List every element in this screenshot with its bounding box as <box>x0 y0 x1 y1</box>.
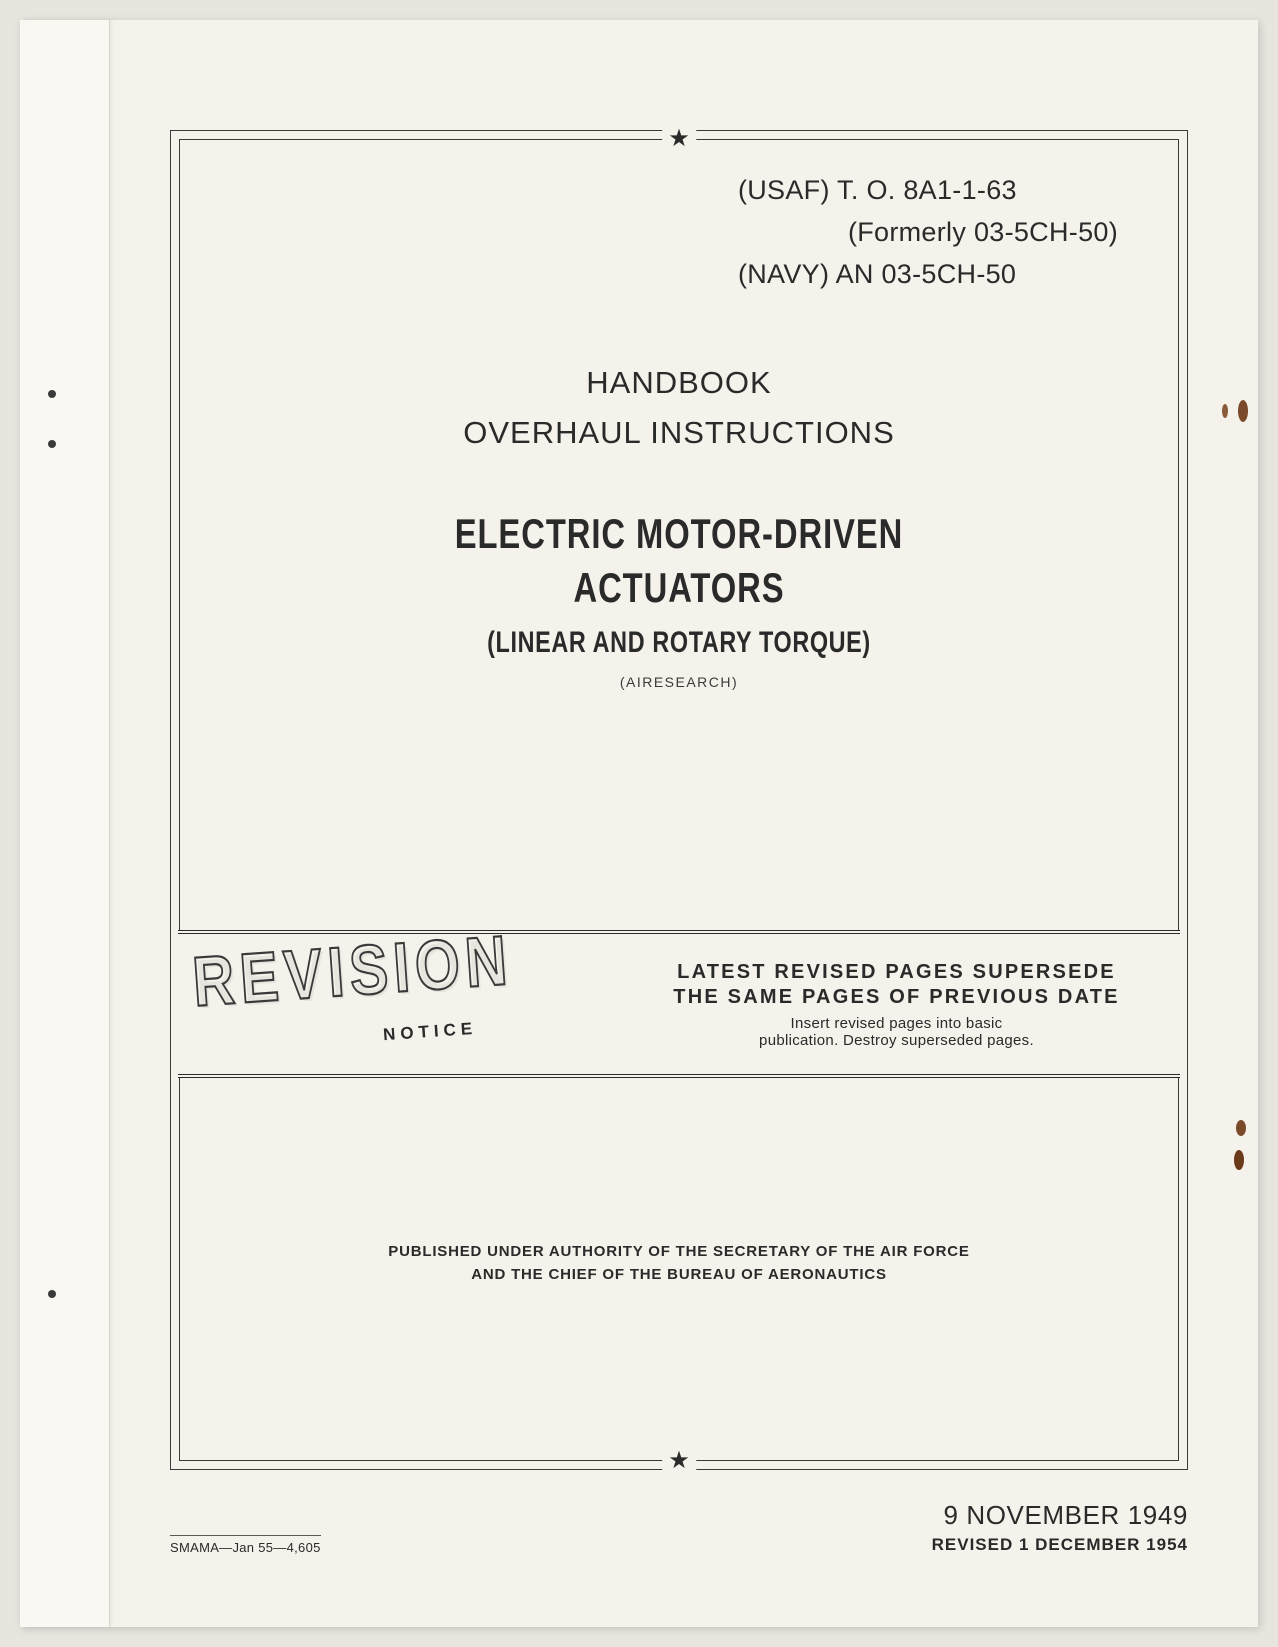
title-block: ELECTRIC MOTOR-DRIVEN ACTUATORS (LINEAR … <box>180 510 1178 690</box>
manufacturer: (AIRESEARCH) <box>180 674 1178 690</box>
revision-stamp: REVISION NOTICE <box>193 950 653 1060</box>
revision-text: LATEST REVISED PAGES SUPERSEDE THE SAME … <box>653 961 1140 1049</box>
revision-word: REVISION <box>190 920 515 1022</box>
revision-band-inner: REVISION NOTICE LATEST REVISED PAGES SUP… <box>178 950 1180 1060</box>
revision-text-3: Insert revised pages into basic <box>653 1015 1140 1032</box>
star-bottom: ★ <box>662 1449 696 1473</box>
scanned-page: ★ ★ (USAF) T. O. 8A1-1-63 (Formerly 03-5… <box>20 20 1258 1627</box>
star-top: ★ <box>662 127 696 151</box>
revision-text-2: THE SAME PAGES OF PREVIOUS DATE <box>653 986 1140 1009</box>
footer: SMAMA—Jan 55—4,605 9 NOVEMBER 1949 REVIS… <box>170 1500 1188 1555</box>
document-identifiers: (USAF) T. O. 8A1-1-63 (Formerly 03-5CH-5… <box>738 170 1118 296</box>
title-line-2: ACTUATORS <box>290 564 1068 612</box>
authority-line-2: AND THE CHIEF OF THE BUREAU OF AERONAUTI… <box>180 1263 1178 1286</box>
revision-text-4: publication. Destroy superseded pages. <box>653 1032 1140 1049</box>
publication-authority: PUBLISHED UNDER AUTHORITY OF THE SECRETA… <box>180 1240 1178 1287</box>
punch-hole <box>48 440 56 448</box>
handbook-label: HANDBOOK <box>180 365 1178 401</box>
revision-notice-band: REVISION NOTICE LATEST REVISED PAGES SUP… <box>178 930 1180 1078</box>
title-subtitle: (LINEAR AND ROTARY TORQUE) <box>290 626 1068 660</box>
revision-date: REVISED 1 DECEMBER 1954 <box>932 1535 1188 1555</box>
outer-frame: ★ ★ (USAF) T. O. 8A1-1-63 (Formerly 03-5… <box>170 130 1188 1470</box>
footer-dates: 9 NOVEMBER 1949 REVISED 1 DECEMBER 1954 <box>932 1500 1188 1555</box>
former-number: (Formerly 03-5CH-50) <box>738 212 1118 254</box>
punch-hole <box>48 390 56 398</box>
navy-an-number: (NAVY) AN 03-5CH-50 <box>738 254 1118 296</box>
heading-block: HANDBOOK OVERHAUL INSTRUCTIONS <box>180 365 1178 451</box>
revision-text-1: LATEST REVISED PAGES SUPERSEDE <box>653 961 1140 984</box>
title-line-1: ELECTRIC MOTOR-DRIVEN <box>290 510 1068 558</box>
punch-hole <box>48 1290 56 1298</box>
left-paper-edge <box>20 20 110 1627</box>
overhaul-label: OVERHAUL INSTRUCTIONS <box>180 415 1178 451</box>
publication-date: 9 NOVEMBER 1949 <box>932 1500 1188 1531</box>
authority-line-1: PUBLISHED UNDER AUTHORITY OF THE SECRETA… <box>180 1240 1178 1263</box>
usaf-to-number: (USAF) T. O. 8A1-1-63 <box>738 170 1118 212</box>
page-content: ★ ★ (USAF) T. O. 8A1-1-63 (Formerly 03-5… <box>110 20 1258 1627</box>
revision-notice-label: NOTICE <box>382 1019 477 1046</box>
print-code: SMAMA—Jan 55—4,605 <box>170 1535 321 1555</box>
inner-frame: ★ ★ (USAF) T. O. 8A1-1-63 (Formerly 03-5… <box>179 139 1179 1461</box>
